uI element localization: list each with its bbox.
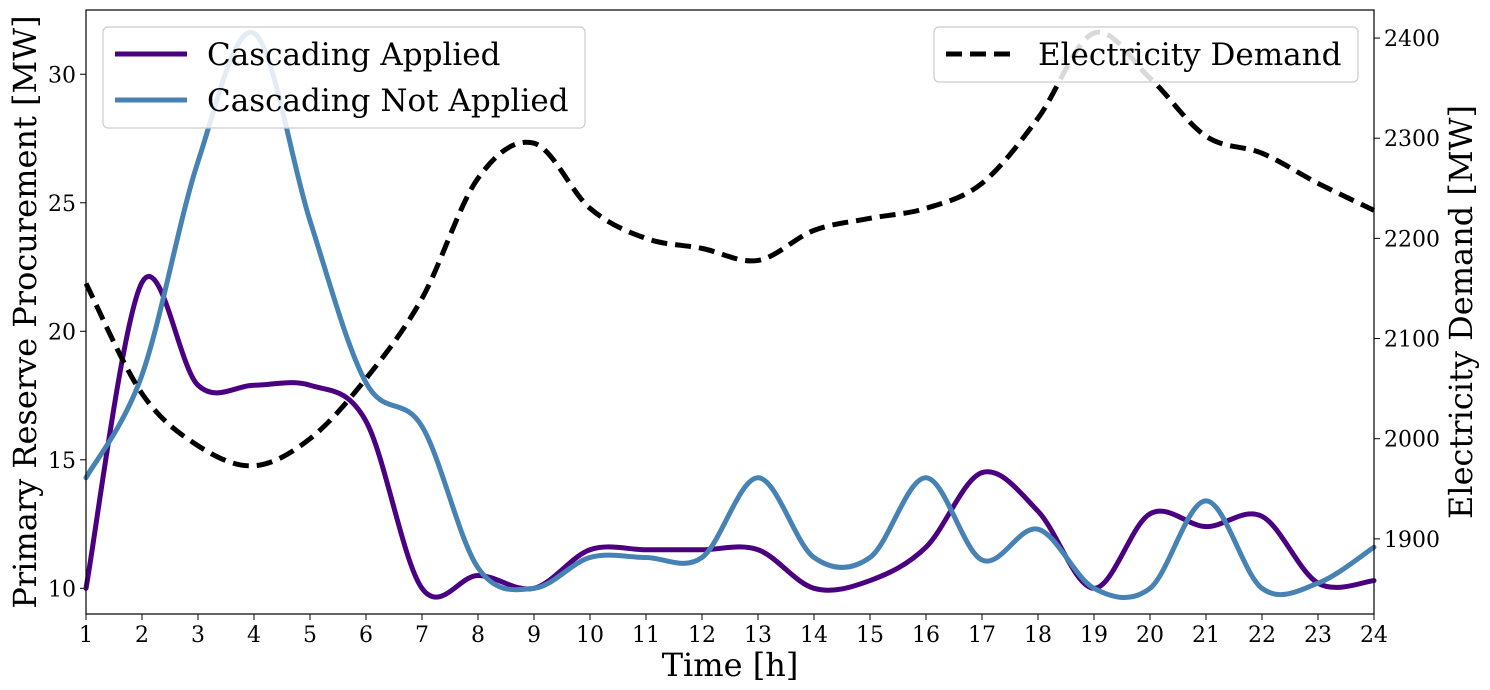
y-axis-label-left: Primary Reserve Procurement [MW]	[6, 15, 44, 608]
x-tick-label: 9	[527, 623, 541, 648]
y-right-tick-label: 1900	[1384, 528, 1440, 553]
x-tick-label: 4	[247, 623, 261, 648]
x-tick-label: 11	[632, 623, 660, 648]
y-axis-label-right: Electricity Demand [MW]	[1442, 105, 1480, 519]
x-tick-label: 8	[471, 623, 485, 648]
plot-frame	[85, 9, 1375, 615]
x-tick-label: 2	[135, 623, 149, 648]
y-left-tick-label: 25	[48, 192, 76, 217]
x-tick-label: 12	[688, 623, 716, 648]
y-left-tick-label: 30	[48, 63, 76, 88]
x-tick-label: 16	[912, 623, 940, 648]
y-left-tick-label: 20	[48, 320, 76, 345]
x-tick-label: 10	[576, 623, 604, 648]
y-left-tick-label: 10	[48, 577, 76, 602]
y-right-tick-label: 2100	[1384, 328, 1440, 353]
legend-label-electricity-demand: Electricity Demand	[1038, 37, 1341, 73]
x-tick-label: 20	[1136, 623, 1164, 648]
x-tick-label: 1	[79, 623, 93, 648]
legend-left: Cascading Applied Cascading Not Applied	[102, 26, 586, 129]
x-tick-label: 5	[303, 623, 317, 648]
x-tick-label: 6	[359, 623, 373, 648]
ticks-layer: 1 2 3 4 5 6 7 8 9 10 11 12 13 14 15 16 17 18 19 20 21 22 23 241…	[48, 27, 1440, 648]
legend-label-cascading-not-applied: Cascading Not Applied	[207, 83, 569, 119]
x-tick-label: 24	[1360, 623, 1388, 648]
y-right-tick-label: 2400	[1384, 27, 1440, 52]
y-right-tick-label: 2300	[1384, 127, 1440, 152]
x-tick-label: 14	[800, 623, 828, 648]
x-tick-label: 21	[1192, 623, 1220, 648]
x-axis-label: Time [h]	[662, 646, 799, 684]
x-tick-label: 7	[415, 623, 429, 648]
y-right-tick-label: 2000	[1384, 428, 1440, 453]
series-line-cascading-applied	[83, 274, 1377, 600]
legend-right: Electricity Demand	[933, 26, 1359, 83]
y-left-tick-label: 15	[48, 449, 76, 474]
x-tick-label: 23	[1304, 623, 1332, 648]
x-tick-label: 15	[856, 623, 884, 648]
x-tick-label: 19	[1080, 623, 1108, 648]
x-tick-label: 22	[1248, 623, 1276, 648]
x-tick-label: 18	[1024, 623, 1052, 648]
x-tick-label: 3	[191, 623, 205, 648]
x-tick-label: 17	[968, 623, 996, 648]
y-right-tick-label: 2200	[1384, 227, 1440, 252]
x-tick-label: 13	[744, 623, 772, 648]
legend-label-cascading-applied: Cascading Applied	[207, 37, 500, 73]
